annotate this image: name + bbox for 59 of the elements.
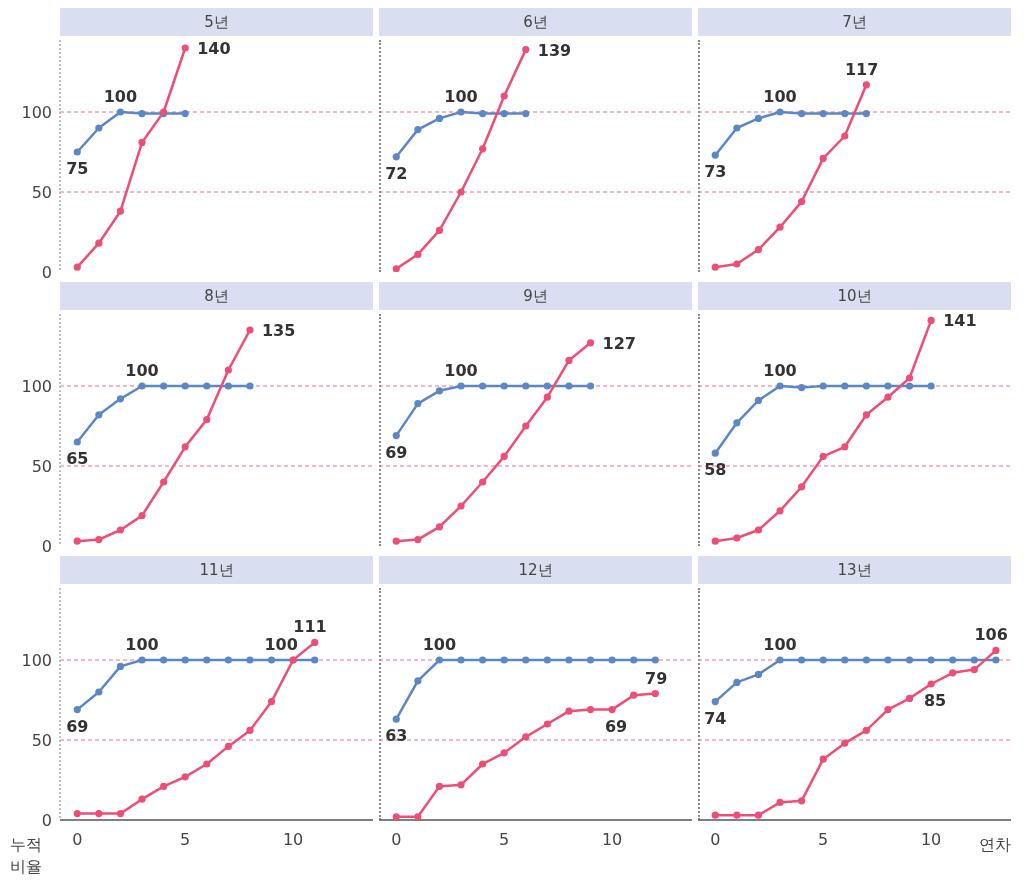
- y-tick-label: 50: [31, 730, 52, 750]
- data-label: 58: [704, 460, 727, 480]
- x-tick-label: 10: [601, 830, 623, 850]
- chart-title: 13년: [698, 556, 1011, 584]
- data-label: 100: [125, 635, 159, 654]
- data-label: 79: [645, 668, 668, 688]
- data-label: 100: [444, 361, 478, 380]
- chart-title: 9년: [379, 282, 692, 310]
- x-tick-label: 0: [391, 830, 402, 850]
- data-label: 73: [704, 162, 727, 182]
- chart-title: 5년: [60, 8, 373, 36]
- data-label: 100: [763, 361, 797, 380]
- data-label: 100: [763, 87, 797, 106]
- data-label: 106: [974, 625, 1008, 645]
- y-tick-label: 100: [21, 650, 52, 670]
- data-label: 75: [66, 159, 89, 178]
- data-label: 69: [66, 716, 89, 736]
- y-tick-label: 0: [41, 810, 52, 830]
- x-tick-label: 0: [710, 830, 721, 850]
- data-label: 69: [605, 716, 628, 736]
- data-label: 85: [924, 691, 947, 710]
- x-axis-title: 연차: [979, 834, 1011, 856]
- data-label: 65: [66, 449, 89, 468]
- data-label: 100: [444, 87, 478, 106]
- x-tick-label: 5: [818, 830, 829, 850]
- data-label: 63: [385, 726, 408, 746]
- chart-title: 12년: [379, 556, 692, 584]
- data-label: 141: [943, 311, 977, 331]
- chart-title: 6년: [379, 8, 692, 36]
- y-tick-label: 100: [21, 102, 52, 122]
- y-tick-label: 50: [31, 182, 52, 202]
- chart-title: 7년: [698, 8, 1011, 36]
- y-axis-title: 누적 비율: [10, 834, 43, 878]
- data-label: 140: [197, 39, 231, 58]
- y-tick-label: 0: [41, 262, 52, 282]
- x-tick-label: 0: [72, 830, 83, 850]
- data-label: 135: [261, 321, 296, 340]
- x-tick-label: 5: [499, 830, 510, 850]
- data-label: 139: [537, 40, 572, 60]
- data-label: 100: [763, 635, 797, 654]
- x-tick-label: 10: [920, 830, 942, 850]
- x-tick-label: 5: [180, 830, 191, 850]
- data-label: 100: [103, 87, 138, 106]
- chart-title: 8년: [60, 282, 373, 310]
- x-tick-label: 10: [282, 830, 304, 850]
- chart-title: 11년: [60, 556, 373, 584]
- y-tick-label: 0: [41, 536, 52, 556]
- data-label: 74: [704, 708, 727, 728]
- data-label: 100: [125, 361, 159, 380]
- data-label: 100: [422, 635, 457, 654]
- data-label: 117: [844, 59, 879, 79]
- data-label: 100: [264, 635, 298, 654]
- chart-title: 10년: [698, 282, 1011, 310]
- y-tick-label: 100: [21, 376, 52, 396]
- data-label: 69: [385, 442, 408, 462]
- data-label: 127: [602, 333, 636, 353]
- data-label: 111: [293, 617, 327, 637]
- data-label: 72: [385, 163, 408, 183]
- y-tick-label: 50: [31, 456, 52, 476]
